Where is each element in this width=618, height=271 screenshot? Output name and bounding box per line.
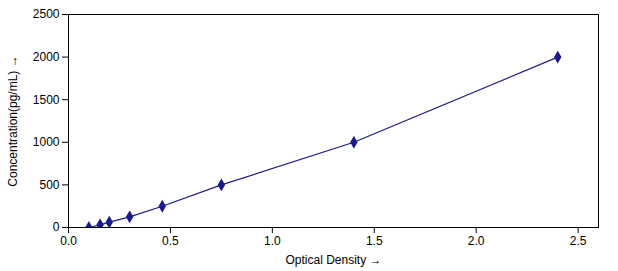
svg-text:2500: 2500 [33,7,60,21]
svg-text:Optical Density →: Optical Density → [285,253,381,267]
svg-text:1.5: 1.5 [366,234,383,248]
svg-text:0: 0 [53,220,60,234]
svg-text:500: 500 [39,178,59,192]
svg-text:1000: 1000 [33,135,60,149]
svg-text:Concentration(pg/mL) →: Concentration(pg/mL) → [6,55,20,186]
svg-text:2000: 2000 [33,50,60,64]
svg-text:2.5: 2.5 [570,234,587,248]
svg-text:2.0: 2.0 [468,234,485,248]
svg-text:1.0: 1.0 [264,234,281,248]
svg-text:1500: 1500 [33,93,60,107]
svg-text:0.5: 0.5 [162,234,179,248]
svg-text:0.0: 0.0 [60,234,77,248]
